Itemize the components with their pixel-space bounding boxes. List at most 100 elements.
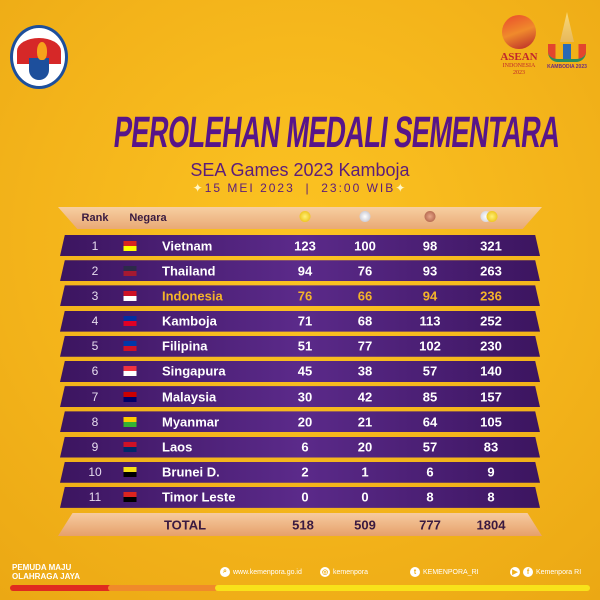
table-row: 8 Myanmar 20 21 64 105 [60,411,540,433]
total-count: 263 [480,263,502,279]
total-count: 157 [480,389,502,405]
gold-count: 6 [301,439,309,455]
bronze-medal-icon [424,211,436,225]
country-flag-icon [123,316,137,327]
silver-medal-icon [359,211,371,225]
country-name: Vietnam [162,238,213,253]
table-row: 10 Brunei D. 2 1 6 9 [60,461,540,483]
country-name: Indonesia [162,288,223,304]
rank: 3 [91,288,99,303]
slogan: PEMUDA MAJU OLAHRAGA JAYA [12,563,81,581]
table-row: 7 Malaysia 30 42 85 157 [60,386,540,408]
gold-count: 76 [297,288,313,304]
total-gold: 518 [292,517,314,532]
gold-medal-icon [299,211,311,225]
sea-games-cambodia-logo: KAMBODIA 2023 [544,12,590,70]
table-row: 11 Timor Leste 0 0 8 8 [60,486,540,508]
search-icon: ⌕ [220,567,230,577]
rank: 4 [91,314,99,329]
bronze-count: 98 [422,238,438,253]
silver-count: 38 [357,363,373,379]
table-row: 2 Thailand 94 76 93 263 [60,260,540,282]
rank: 1 [91,238,99,253]
country-name: Thailand [162,263,216,279]
country-name: Singapura [162,363,226,379]
twitter-icon: t [410,567,420,577]
country-flag-icon [123,467,137,478]
total-count: 321 [480,238,502,253]
country-name: Laos [162,439,193,455]
total-count: 252 [480,313,502,329]
youtube-facebook-link[interactable]: ▶ f Kemenpora RI [510,567,581,577]
page-title: PEROLEHAN MEDALI SEMENTARA [111,108,563,157]
bronze-count: 102 [419,338,441,354]
date-time: ✦15 MEI 2023 | 23:00 WIB✦ [192,181,408,195]
total-all: 1804 [476,517,506,532]
twitter-link[interactable]: t KEMENPORA_RI [410,567,479,577]
bronze-count: 93 [422,263,438,279]
gold-count: 2 [301,464,309,480]
total-silver: 509 [354,517,376,532]
silver-count: 76 [357,263,373,279]
rank: 8 [91,414,99,429]
country-flag-icon [123,442,137,452]
rank-header: Rank [81,212,109,224]
rank: 9 [91,440,99,454]
rank: 10 [88,465,102,480]
total-count: 83 [483,439,499,455]
country-flag-icon [123,240,137,251]
silver-count: 42 [357,389,373,405]
gold-count: 94 [297,263,313,279]
instagram-icon: ◎ [320,567,330,577]
bronze-count: 8 [426,489,434,505]
youtube-icon: ▶ [510,567,520,577]
total-count: 236 [480,288,502,304]
footer-bar-red [10,585,112,591]
gold-count: 123 [294,238,316,253]
total-count: 105 [480,414,502,430]
country-name: Kamboja [162,313,217,329]
country-flag-icon [123,341,137,352]
gold-count: 51 [297,338,313,354]
table-header: Rank Negara [58,207,542,229]
kemenpora-logo [10,25,68,89]
bronze-count: 57 [422,363,438,379]
silver-count: 1 [361,464,369,480]
medal-table: 1 Vietnam 123 100 98 321 2 Thailand 94 76 93 263 3 In… [60,235,540,512]
bronze-count: 94 [422,288,438,304]
country-header: Negara [129,212,167,224]
table-row: 4 Kamboja 71 68 113 252 [60,310,540,332]
table-row: 3 Indonesia 76 66 94 236 [60,285,540,307]
total-row: TOTAL 518 509 777 1804 [58,513,542,536]
country-name: Brunei D. [162,464,220,480]
table-row: 9 Laos 6 20 57 83 [60,436,540,458]
instagram-link[interactable]: ◎ kemenpora [320,567,369,577]
country-name: Filipina [162,338,208,354]
bronze-count: 57 [422,439,438,455]
rank: 5 [91,339,99,354]
total-bronze: 777 [419,517,441,532]
country-flag-icon [123,492,137,503]
table-row: 6 Singapura 45 38 57 140 [60,360,540,382]
website-link[interactable]: ⌕ www.kemenpora.go.id [220,567,302,577]
country-flag-icon [123,391,137,402]
silver-count: 68 [357,313,373,329]
gold-count: 45 [297,363,313,379]
facebook-icon: f [523,567,533,577]
country-flag-icon [123,416,137,427]
rank: 6 [91,364,99,379]
rank: 11 [88,490,102,505]
country-name: Malaysia [162,389,217,405]
rank: 2 [91,263,99,278]
country-flag-icon [123,265,137,276]
total-medals-icon [480,211,498,225]
footer-bar-yellow [215,585,590,591]
silver-count: 21 [357,414,373,430]
gold-count: 30 [297,389,313,405]
subtitle: SEA Games 2023 Kamboja [190,160,410,180]
silver-count: 20 [357,439,373,455]
total-count: 8 [487,489,495,505]
table-row: 5 Filipina 51 77 102 230 [60,335,540,357]
country-name: Timor Leste [162,489,236,505]
country-flag-icon [123,290,137,301]
